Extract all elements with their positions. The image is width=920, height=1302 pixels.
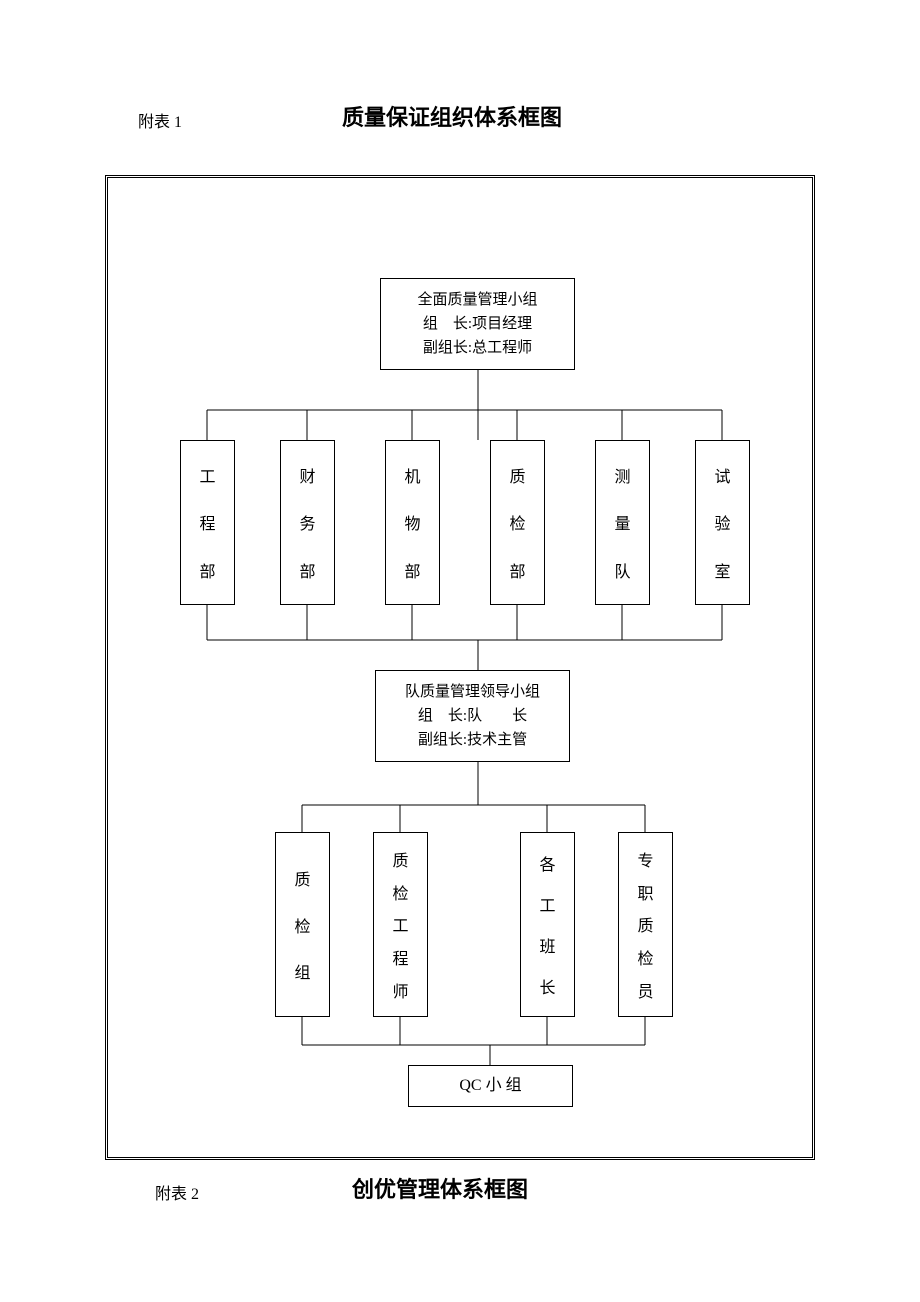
- char: 质: [509, 463, 525, 487]
- node-qc-group: 质 检 组: [275, 832, 330, 1017]
- char: 员: [637, 978, 653, 1002]
- char: 检: [392, 880, 408, 904]
- char: 部: [199, 558, 215, 582]
- node-top-qm-group: 全面质量管理小组 组 长:项目经理 副组长:总工程师: [380, 278, 575, 370]
- char: 物: [404, 510, 420, 534]
- attach-label-2: 附表 2: [155, 1180, 199, 1204]
- page-title: 质量保证组织体系框图: [342, 100, 562, 132]
- page: 附表 1 质量保证组织体系框图: [0, 0, 920, 1302]
- char: 室: [714, 558, 730, 582]
- char: 长: [539, 974, 555, 998]
- node-mid-team-qm: 队质量管理领导小组 组 长:队 长 副组长:技术主管: [375, 670, 570, 762]
- node-dept-mat: 机 物 部: [385, 440, 440, 605]
- node-inspector: 专 职 质 检 员: [618, 832, 673, 1017]
- node-dept-eng: 工 程 部: [180, 440, 235, 605]
- char: 程: [392, 945, 408, 969]
- char: 各: [539, 851, 555, 875]
- node-bottom-qc: QC 小 组: [408, 1065, 573, 1107]
- char: 质: [637, 912, 653, 936]
- char: 班: [539, 933, 555, 957]
- node-dept-qc: 质 检 部: [490, 440, 545, 605]
- char: 机: [404, 463, 420, 487]
- char: 组: [294, 959, 310, 983]
- char: 工: [199, 463, 215, 487]
- node-line: 组 长:队 长: [418, 704, 527, 728]
- node-dept-survey: 测 量 队: [595, 440, 650, 605]
- node-line: 队质量管理领导小组: [405, 680, 540, 704]
- char: 工: [392, 912, 408, 936]
- char: 检: [294, 913, 310, 937]
- char: 测: [614, 463, 630, 487]
- node-dept-fin: 财 务 部: [280, 440, 335, 605]
- char: 师: [392, 978, 408, 1002]
- node-line: 副组长:总工程师: [423, 336, 532, 360]
- node-dept-lab: 试 验 室: [695, 440, 750, 605]
- char: 部: [299, 558, 315, 582]
- char: 队: [614, 558, 630, 582]
- char: 部: [509, 558, 525, 582]
- char: 专: [637, 847, 653, 871]
- node-line: QC 小 组: [459, 1073, 521, 1099]
- node-line: 副组长:技术主管: [418, 728, 527, 752]
- char: 质: [294, 866, 310, 890]
- char: 部: [404, 558, 420, 582]
- char: 程: [199, 510, 215, 534]
- node-class-leaders: 各 工 班 长: [520, 832, 575, 1017]
- char: 财: [299, 463, 315, 487]
- char: 检: [509, 510, 525, 534]
- char: 检: [637, 945, 653, 969]
- char: 试: [714, 463, 730, 487]
- char: 务: [299, 510, 315, 534]
- char: 验: [714, 510, 730, 534]
- char: 质: [392, 847, 408, 871]
- attach-label-1: 附表 1: [138, 108, 182, 132]
- node-line: 组 长:项目经理: [423, 312, 532, 336]
- char: 工: [539, 892, 555, 916]
- footer-title: 创优管理体系框图: [352, 1172, 528, 1204]
- char: 职: [637, 880, 653, 904]
- node-qc-engineer: 质 检 工 程 师: [373, 832, 428, 1017]
- char: 量: [614, 510, 630, 534]
- node-line: 全面质量管理小组: [417, 288, 537, 312]
